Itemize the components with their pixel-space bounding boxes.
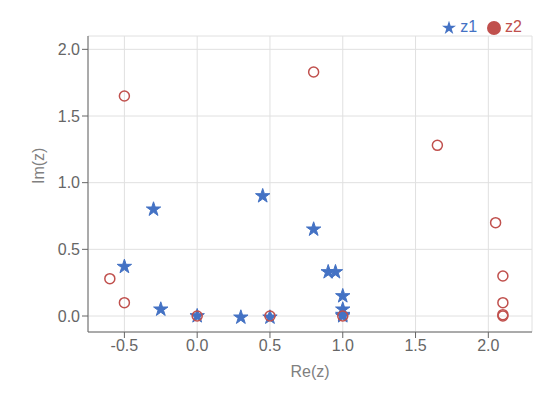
svg-text:1.0: 1.0 (332, 337, 354, 354)
html-text:z2: z2 (505, 18, 522, 35)
svg-text:1.0: 1.0 (58, 174, 80, 191)
svg-text:0.5: 0.5 (259, 337, 281, 354)
svg-text:-0.5: -0.5 (111, 337, 139, 354)
html-text:z1: z1 (460, 18, 478, 35)
svg-text:1.5: 1.5 (58, 108, 80, 125)
svg-text:0.5: 0.5 (58, 241, 80, 258)
svg-text:1.5: 1.5 (404, 337, 426, 354)
svg-text:Im(z): Im(z) (30, 148, 47, 184)
svg-text:2.0: 2.0 (477, 337, 499, 354)
svg-text:0.0: 0.0 (58, 308, 80, 325)
svg-text:Re(z): Re(z) (290, 363, 329, 380)
svg-text:2.0: 2.0 (58, 41, 80, 58)
svg-text:0.0: 0.0 (186, 337, 208, 354)
